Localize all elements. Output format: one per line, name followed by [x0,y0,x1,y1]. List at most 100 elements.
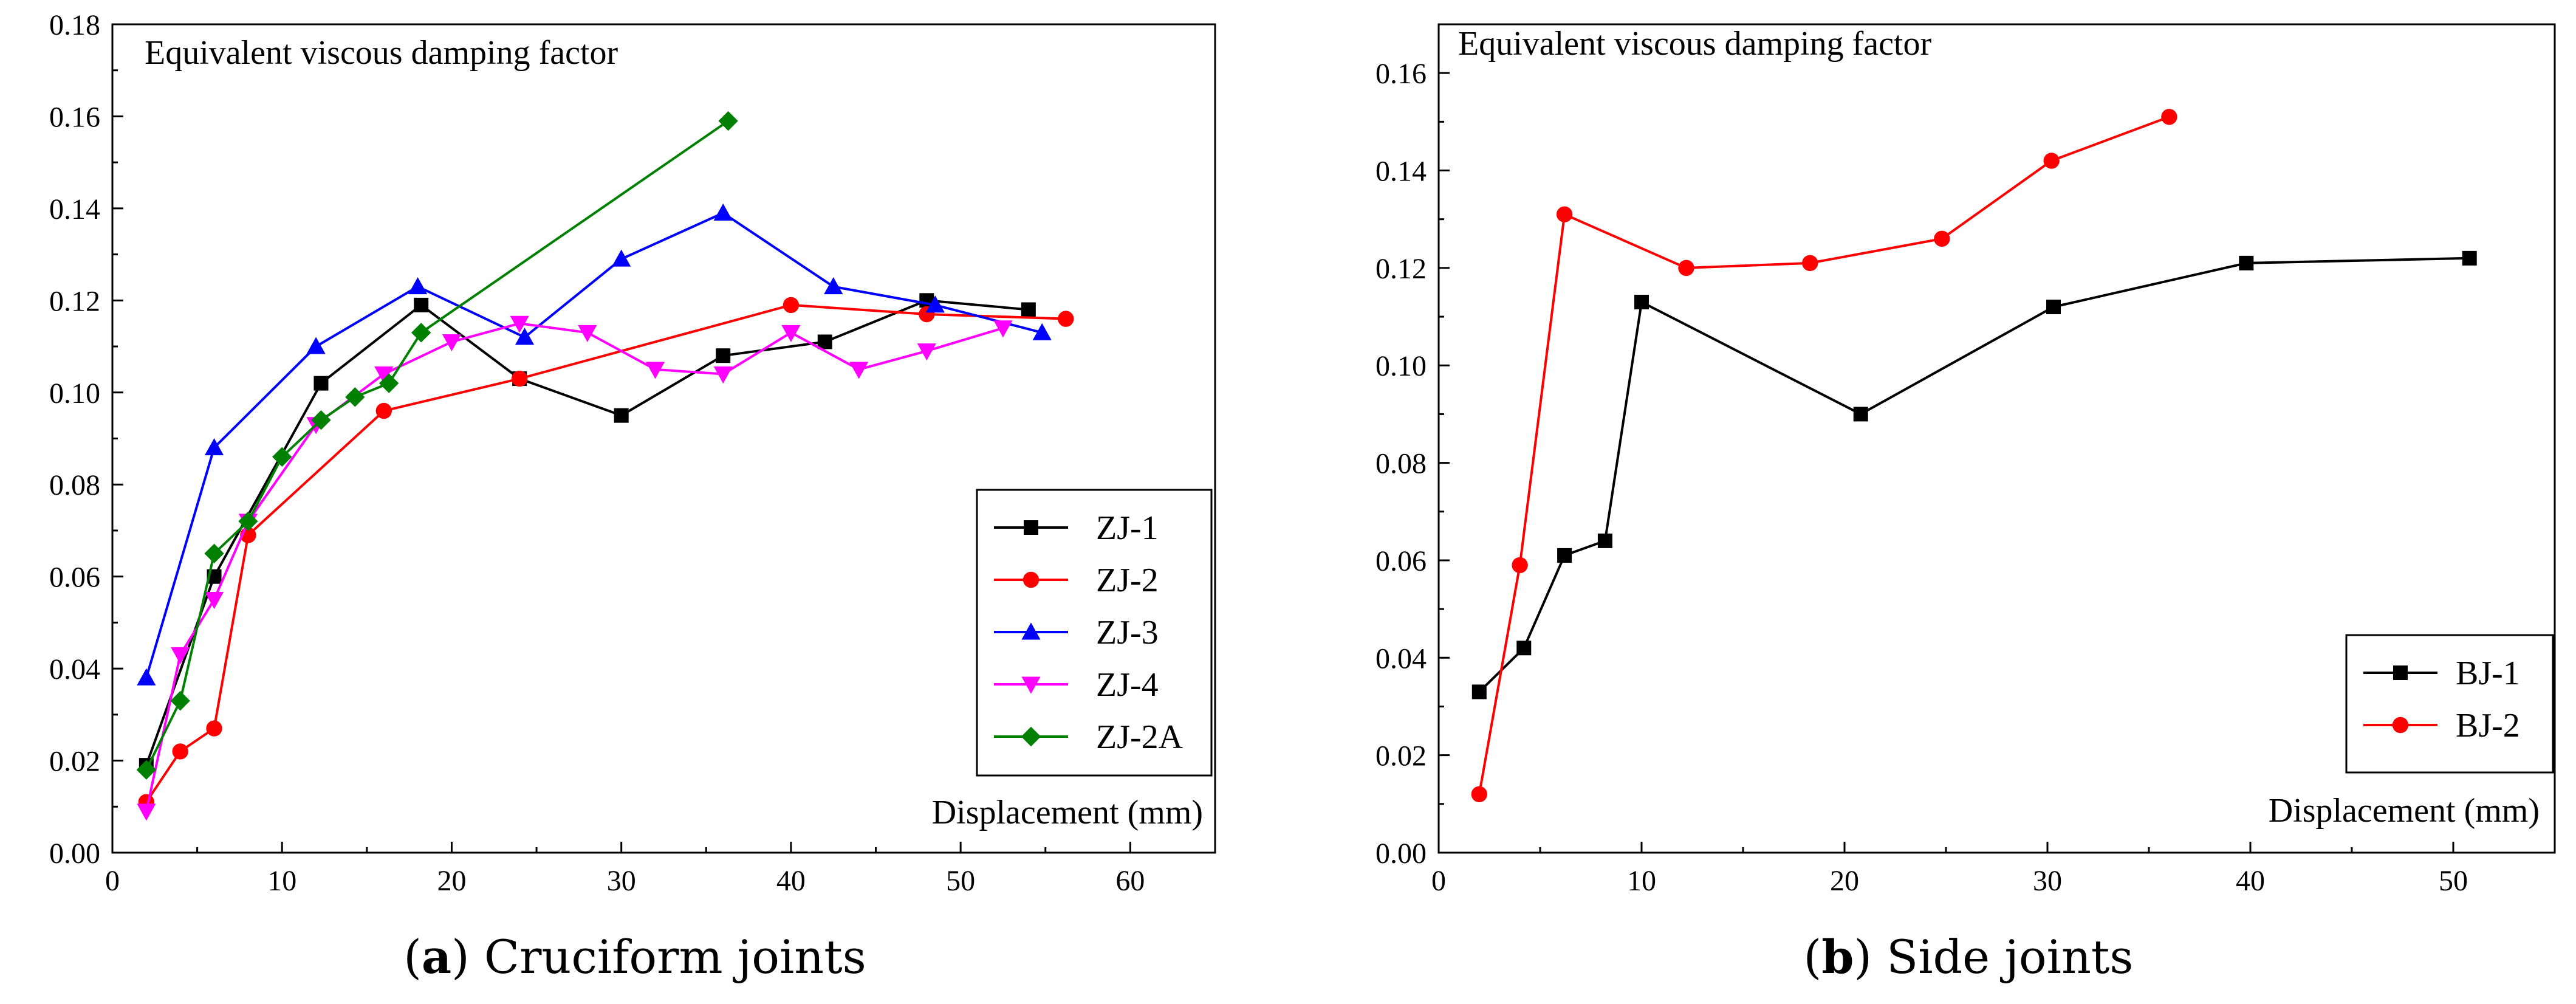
data-point-ZJ-1 [817,334,832,349]
data-point-ZJ-2A [311,410,331,430]
data-point-ZJ-3 [408,277,428,295]
series-ZJ-3 [137,203,1052,686]
data-point-ZJ-3 [204,438,224,456]
data-point-ZJ-4 [204,592,224,610]
x-axis-label: Displacement (mm) [932,794,1203,831]
series-ZJ-1 [139,293,1036,773]
legend-marker-ZJ-2A [1021,726,1041,747]
series-line-BJ-1 [1478,256,2470,693]
caption-a-letter: a [421,930,452,984]
data-point-ZJ-3 [612,249,631,267]
data-point-ZJ-3 [824,277,843,295]
caption-a: (a) Cruciform joints [403,930,866,984]
legend-marker-BJ-1 [2393,665,2408,680]
y-tick-label: 0.06 [49,562,100,594]
plot-frame [1437,23,2556,854]
data-point-BJ-1 [1853,407,1868,422]
data-point-BJ-1 [1471,684,1487,700]
legend-label-ZJ-2A: ZJ-2A [1096,718,1184,756]
x-tick-label: 10 [267,865,296,897]
data-point-ZJ-4 [171,647,190,664]
data-point-BJ-1 [1557,548,1572,563]
chart-b: 0 10 20 30 40 50 0.00 0.02 0.04 0.06 0.08 0.10 0.12 0… [1375,23,2556,897]
series-line-ZJ-2A [145,120,729,771]
series-line-BJ-2 [1478,115,2170,795]
data-point-ZJ-2 [206,720,222,737]
legend-label-ZJ-4: ZJ-4 [1096,666,1159,704]
x-tick-label: 0 [1431,865,1446,897]
x-tick-label: 50 [2439,865,2468,897]
data-point-BJ-2 [1556,206,1573,222]
legend-box [2345,634,2554,774]
data-point-ZJ-4 [510,315,529,333]
data-point-BJ-2 [2161,109,2177,125]
caption-a-text: Cruciform joints [484,930,866,984]
y-tick-label: 0.00 [1375,837,1427,870]
data-point-ZJ-2A [204,543,224,564]
legend-label-ZJ-1: ZJ-1 [1096,509,1159,547]
legend: BJ-1 BJ-2 [2345,634,2554,774]
data-point-ZJ-1 [313,376,329,391]
data-point-ZJ-2 [783,297,800,314]
y-tick-label: 0.06 [1375,545,1427,577]
y-tick-label: 0.14 [1375,156,1427,188]
data-point-ZJ-2A [718,111,738,131]
data-point-ZJ-4 [578,325,597,342]
data-point-BJ-2 [1678,260,1694,277]
data-point-ZJ-1 [414,297,429,312]
data-point-ZJ-4 [442,334,462,352]
y-tick-label: 0.02 [49,746,100,778]
x-tick-label: 0 [105,865,120,897]
y-tick-label: 0.02 [1375,740,1427,772]
legend-label-ZJ-2: ZJ-2 [1096,562,1159,599]
data-point-BJ-1 [2462,250,2477,266]
legend-marker-ZJ-4 [1021,676,1041,694]
data-point-BJ-1 [2046,300,2061,315]
data-point-ZJ-4 [849,362,869,379]
caption-b-letter: b [1821,930,1854,984]
legend-label-BJ-2: BJ-2 [2456,707,2520,744]
data-point-BJ-2 [1512,557,1528,574]
data-point-ZJ-3 [306,337,326,354]
data-point-BJ-2 [1934,230,1950,247]
data-point-ZJ-4 [374,366,394,384]
data-point-ZJ-4 [645,362,665,379]
data-point-ZJ-2A [136,760,157,780]
data-point-ZJ-3 [137,668,156,686]
data-point-ZJ-3 [713,203,733,221]
caption-b: (b) Side joints [1803,930,2134,984]
data-point-ZJ-3 [925,295,945,313]
x-tick-label: 50 [946,865,975,897]
legend: ZJ-1 ZJ-2 ZJ-3 ZJ-4 ZJ-2A [976,489,1213,777]
legend-marker-ZJ-2 [1023,571,1040,588]
y-tick-label: 0.10 [1375,350,1427,382]
legend-marker-BJ-2 [2392,717,2409,734]
x-tick-label: 40 [776,865,806,897]
legend-marker-ZJ-3 [1021,622,1041,640]
x-tick-label: 20 [437,865,466,897]
x-tick-label: 30 [607,865,636,897]
data-point-ZJ-4 [993,320,1013,338]
series-ZJ-2A [136,111,738,780]
data-point-ZJ-1 [1021,302,1036,317]
data-point-ZJ-4 [713,366,733,384]
data-point-ZJ-3 [1032,323,1052,340]
y-tick-label: 0.14 [49,193,100,225]
data-point-ZJ-1 [614,408,629,423]
x-axis-label: Displacement (mm) [2269,792,2540,830]
data-point-ZJ-2A [379,373,399,393]
x-tick-label: 60 [1115,865,1145,897]
data-point-BJ-1 [1634,295,1649,310]
y-tick-label: 0.10 [49,377,100,410]
x-tick-label: 40 [2236,865,2265,897]
y-tick-label: 0.12 [1375,253,1427,285]
series-ZJ-2 [138,297,1074,810]
data-point-ZJ-2A [345,387,365,407]
data-point-BJ-1 [1516,641,1532,656]
data-point-BJ-2 [1471,786,1487,802]
data-point-ZJ-2 [511,370,528,387]
y-tick-label: 0.12 [49,285,100,317]
data-point-ZJ-2 [172,743,188,760]
data-point-ZJ-2A [170,690,190,711]
